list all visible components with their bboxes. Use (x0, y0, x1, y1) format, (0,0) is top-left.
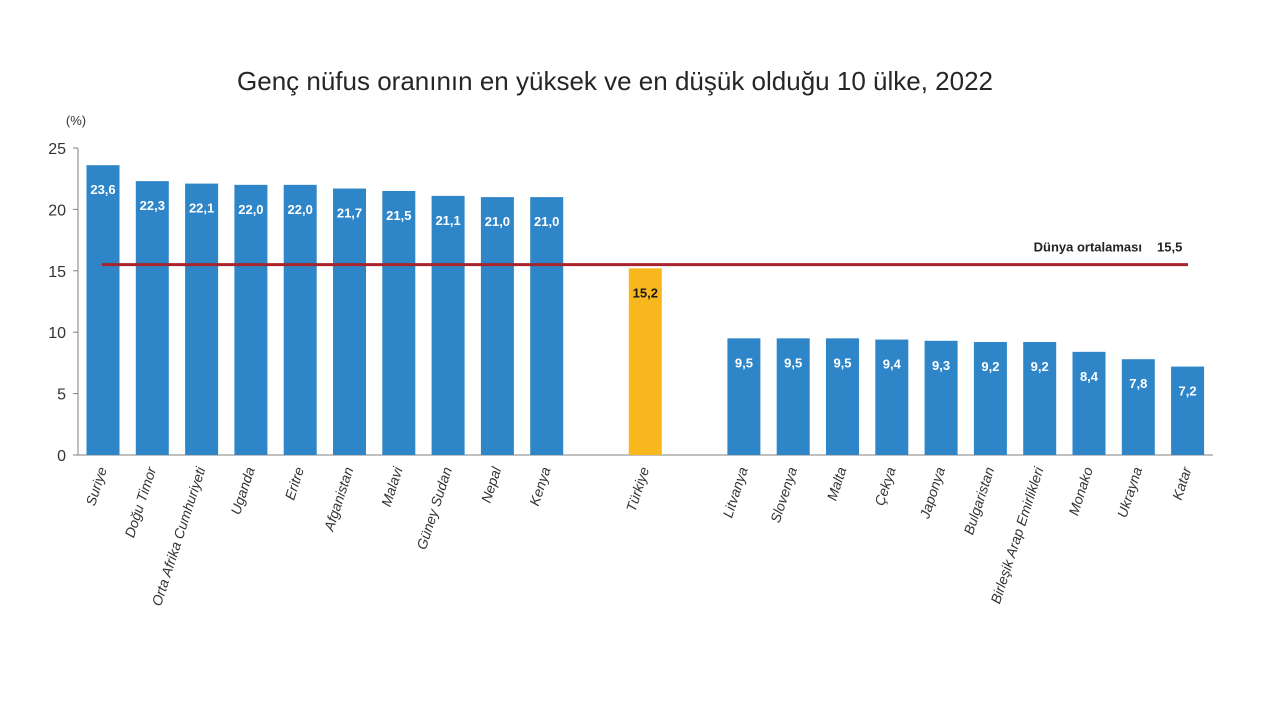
y-tick-label: 15 (48, 264, 66, 281)
x-category-label: Malta (824, 465, 850, 503)
x-category-label: Orta Afrika Cumhuriyeti (148, 464, 208, 608)
bar-value-label: 22,3 (140, 198, 165, 213)
bar-value-label: 9,2 (1031, 359, 1049, 374)
x-category-label: Katar (1169, 464, 1195, 502)
bar (86, 165, 120, 455)
x-category-label: Afganistan (320, 465, 356, 534)
bar (185, 183, 219, 455)
world-average-value: 15,5 (1157, 240, 1182, 255)
bar (530, 197, 564, 455)
y-axis-unit-label: (%) (66, 113, 86, 128)
bar-value-label: 9,5 (784, 355, 802, 370)
bar (776, 338, 810, 455)
y-tick-label: 20 (48, 202, 66, 219)
x-category-label: Doğu Timor (121, 464, 159, 540)
x-category-label: Slovenya (767, 465, 800, 525)
bar-value-label: 7,8 (1129, 376, 1147, 391)
bar (973, 342, 1007, 455)
bar-value-label: 8,4 (1080, 369, 1099, 384)
x-category-label: Litvanya (719, 465, 750, 520)
x-category-label: Türkiye (623, 465, 652, 514)
reference-line-group: Dünya ortalaması 15,5 (102, 240, 1188, 267)
x-category-label: Uganda (227, 465, 257, 517)
world-average-label: Dünya ortalaması (1034, 240, 1142, 255)
bar (875, 339, 909, 455)
bar-value-label: 21,1 (435, 213, 460, 228)
x-category-label: Birleşik Arap Emirlikleri (987, 464, 1047, 605)
bar (333, 188, 366, 456)
bar (727, 338, 761, 455)
bar-value-label: 7,2 (1179, 384, 1197, 399)
bar (1072, 351, 1106, 455)
bar (826, 338, 859, 455)
x-category-label: Kenya (526, 465, 554, 508)
x-category-label: Eritre (281, 465, 307, 502)
x-category-label: Bulgaristan (960, 465, 997, 537)
bar-value-label: 9,2 (981, 359, 999, 374)
bar-value-label: 9,3 (932, 358, 950, 373)
x-category-label: Suriye (82, 465, 110, 508)
bar (135, 181, 169, 455)
bar-value-label: 21,7 (337, 206, 362, 221)
bar-value-label: 9,5 (833, 355, 851, 370)
y-tick-label: 5 (57, 387, 66, 404)
x-category-label: Japonya (916, 465, 948, 521)
bar (234, 184, 268, 455)
bar (382, 190, 416, 456)
bar-value-label: 21,0 (534, 214, 559, 229)
bar-value-label: 22,0 (288, 202, 313, 217)
y-tick-label: 0 (57, 448, 66, 465)
bar (1171, 366, 1205, 455)
bar-value-label: 9,4 (883, 357, 902, 372)
x-category-label: Monako (1065, 465, 1096, 518)
x-category-label: Nepal (478, 464, 505, 505)
x-category-label: Ukrayna (1114, 465, 1145, 520)
bar (283, 184, 317, 455)
bar (480, 197, 514, 455)
x-category-label: Çekya (871, 465, 899, 508)
bar (431, 195, 465, 455)
bar (924, 340, 958, 455)
bar-value-label: 21,0 (485, 214, 510, 229)
bar-value-label: 21,5 (386, 208, 411, 223)
y-tick-label: 25 (48, 141, 66, 158)
bar-value-label: 9,5 (735, 355, 753, 370)
bar-value-label: 22,1 (189, 201, 214, 216)
chart-title: Genç nüfus oranının en yüksek ve en düşü… (237, 66, 993, 96)
bar-value-label: 15,2 (633, 285, 658, 300)
y-tick-label: 10 (48, 325, 66, 342)
bar (1023, 342, 1057, 455)
bar-value-label: 23,6 (90, 182, 115, 197)
bar (1121, 359, 1155, 455)
x-category-label: Güney Sudan (413, 465, 455, 552)
bars (86, 165, 1205, 456)
bar-value-label: 22,0 (238, 202, 263, 217)
x-category-label: Malavi (378, 464, 406, 508)
bar (628, 268, 662, 455)
